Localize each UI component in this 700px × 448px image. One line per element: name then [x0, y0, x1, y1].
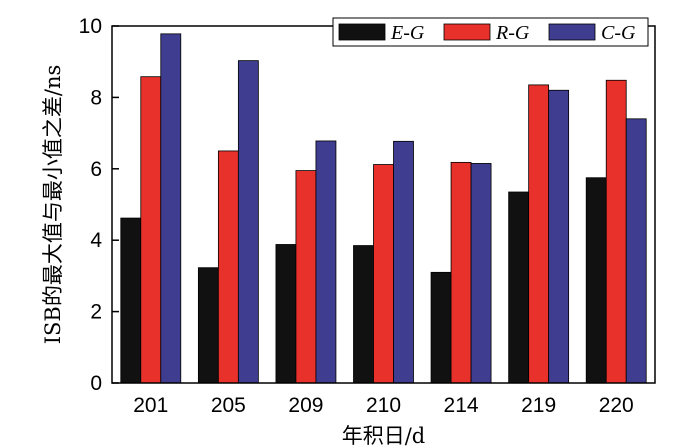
y-tick-label-4: 8	[90, 86, 102, 109]
bar-C-G-209	[315, 140, 337, 384]
legend-label-R-G: R-G	[495, 22, 530, 44]
bar-R-G-209	[295, 170, 317, 384]
bar-R-G-220	[605, 79, 627, 384]
legend-label-C-G: C-G	[601, 22, 636, 44]
y-tick-label-0: 0	[90, 372, 102, 395]
x-tick-label-5: 219	[521, 394, 556, 417]
y-tick-label-5: 10	[79, 15, 102, 38]
x-tick-label-0: 201	[133, 394, 168, 417]
x-axis: 201 205 209 210 214 219 220	[133, 394, 633, 417]
bar-C-G-205	[237, 60, 259, 384]
bar-E-G-210	[353, 245, 374, 384]
x-tick-label-6: 220	[599, 394, 634, 417]
bar-C-G-219	[548, 89, 570, 384]
bar-E-G-219	[508, 191, 530, 384]
bar-E-G-201	[120, 217, 142, 384]
bar-C-G-220	[625, 118, 647, 384]
legend-box	[332, 17, 649, 47]
y-tick-label-2: 4	[90, 229, 102, 252]
legend-swatch-C-G	[548, 23, 596, 41]
y-tick-label-1: 2	[90, 301, 102, 324]
x-axis-title: 年积日/d	[342, 424, 426, 448]
y-tick-label-3: 6	[90, 158, 102, 181]
bar-C-G-201	[160, 33, 182, 384]
x-tick-label-1: 205	[211, 394, 246, 417]
y-axis: 0 2 4 6 8 10	[79, 15, 119, 395]
x-tick-label-2: 209	[288, 394, 323, 417]
bar-R-G-201	[140, 76, 162, 384]
bar-R-G-210	[373, 164, 394, 384]
legend: E-G R-G C-G	[332, 17, 649, 47]
bar-E-G-220	[585, 177, 607, 384]
bar-E-G-205	[197, 267, 219, 384]
bar-C-G-210	[393, 140, 414, 384]
y-axis-title: ISB的最大值与最小值之差/ns	[41, 65, 65, 345]
bar-R-G-214	[450, 161, 472, 384]
bar-R-G-219	[528, 84, 550, 384]
bar-E-G-214	[430, 271, 452, 384]
bar-C-G-214	[470, 163, 492, 384]
x-tick-label-3: 210	[366, 394, 401, 417]
x-tick-label-4: 214	[444, 394, 479, 417]
bars-group	[120, 33, 647, 384]
legend-label-E-G: E-G	[390, 22, 425, 44]
legend-swatch-R-G	[443, 23, 491, 41]
legend-swatch-E-G	[338, 23, 386, 41]
bar-E-G-209	[275, 244, 297, 384]
bar-R-G-205	[217, 150, 239, 384]
